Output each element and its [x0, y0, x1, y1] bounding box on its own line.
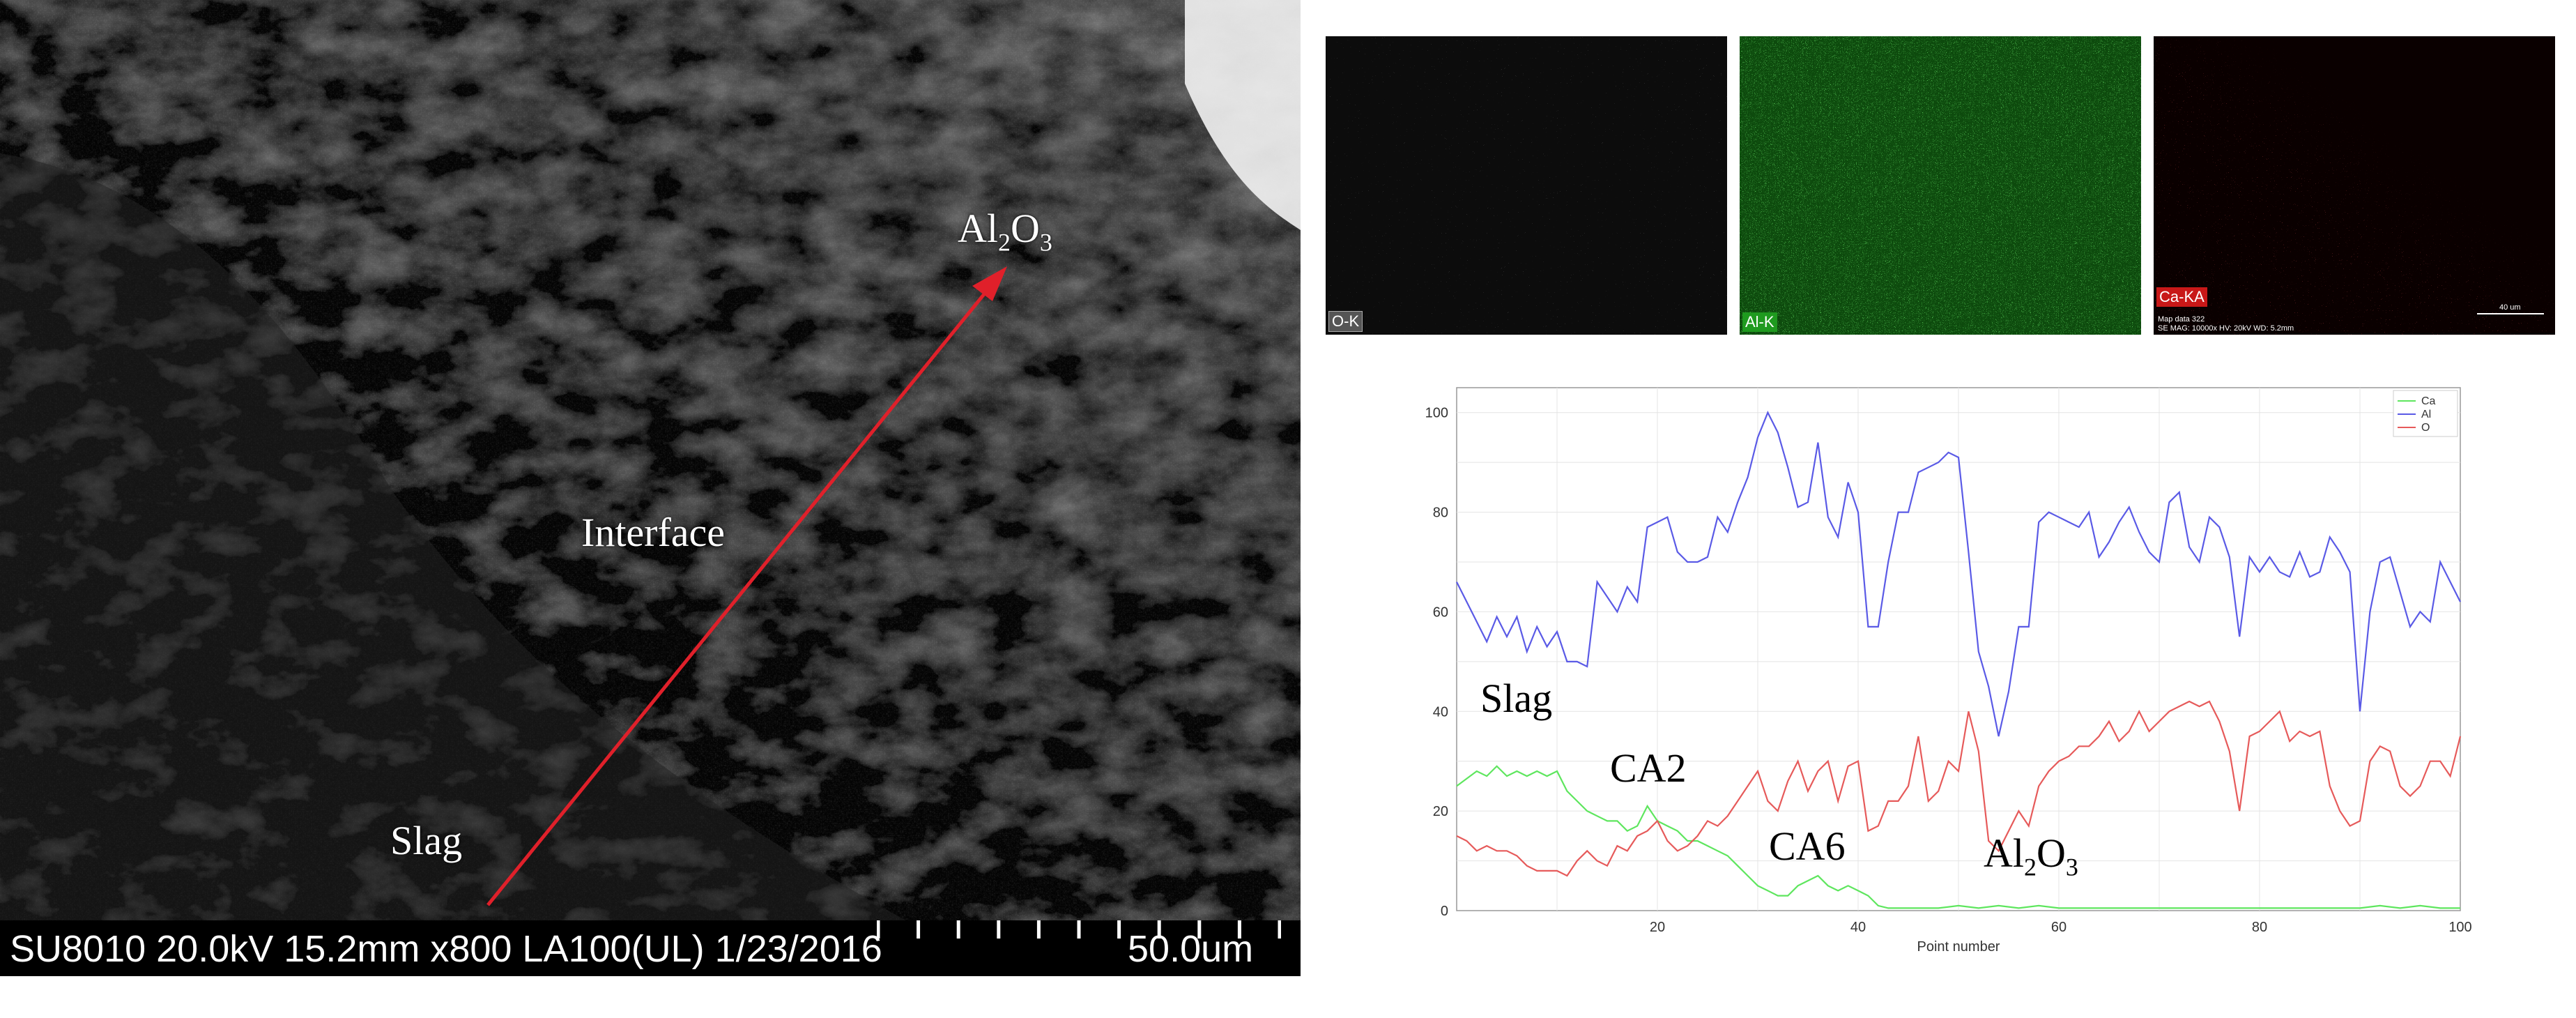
y-tick-label: 0: [1441, 904, 1448, 919]
line-scan-plot: 20 40 60 80 100 0 20 40 60 80 100 Point number Ca Al O: [1425, 387, 2472, 955]
y-tick-label: 80: [1433, 506, 1448, 521]
legend-label: O: [2421, 422, 2430, 434]
eds-map-oxygen: O-K: [1326, 36, 1727, 335]
map-meta-line2: SE MAG: 10000x HV: 20kV WD: 5.2mm: [2158, 324, 2294, 333]
x-tick-label: 20: [1650, 920, 1665, 935]
series-line-o: [1456, 700, 2462, 877]
map-scale-label: 40 um: [2499, 303, 2521, 312]
legend-label: Al: [2421, 409, 2431, 420]
label-slag: Slag: [390, 818, 463, 863]
map-tag-aluminum: Al-K: [1742, 312, 1777, 332]
x-tick-label: 100: [2448, 920, 2471, 935]
oxygen-dot-map: [1326, 36, 1727, 335]
series-line-ca: [1456, 765, 2460, 909]
sem-image-panel: Al2O3 Interface Slag SU8010 20.0kV 15.2m…: [0, 0, 1301, 976]
sem-scale-ticks: [877, 920, 1281, 939]
label-alumina: Al2O3: [958, 206, 1052, 257]
sem-acquisition-info: SU8010 20.0kV 15.2mm x800 LA100(UL) 1/23…: [10, 928, 882, 970]
line-scan-arrow: [486, 266, 1007, 906]
label-interface: Interface: [581, 510, 726, 555]
map-tag-oxygen: O-K: [1328, 311, 1363, 332]
series-line-al: [1456, 411, 2461, 737]
eds-map-aluminum: Al-K: [1740, 36, 2141, 335]
y-tick-label: 60: [1433, 605, 1448, 620]
eds-map-calcium: Ca-KA Map data 322 SE MAG: 10000x HV: 20…: [2154, 36, 2555, 335]
sem-scale-label: 50.0um: [1128, 928, 1254, 970]
annotation-ca6: CA6: [1769, 823, 1846, 869]
map-tag-calcium: Ca-KA: [2156, 287, 2207, 307]
y-tick-label: 100: [1425, 406, 1448, 421]
y-tick-label: 20: [1433, 804, 1448, 819]
sem-micrograph: [0, 0, 1301, 920]
annotation-alumina: Al2O3: [1984, 830, 2078, 881]
legend-label: Ca: [2421, 395, 2436, 407]
map-meta-line1: Map data 322: [2158, 315, 2205, 324]
line-scan-chart: 20 40 60 80 100 0 20 40 60 80 100 Point number Ca Al O…: [1366, 363, 2572, 1004]
x-tick-label: 80: [2252, 920, 2267, 935]
aluminum-dot-map: [1740, 36, 2141, 335]
y-tick-label: 40: [1433, 704, 1448, 720]
sem-info-bar: SU8010 20.0kV 15.2mm x800 LA100(UL) 1/23…: [0, 920, 1301, 976]
x-tick-label: 60: [2051, 920, 2067, 935]
x-tick-label: 40: [1850, 920, 1866, 935]
calcium-dot-map: [2154, 36, 2555, 335]
annotation-slag: Slag: [1480, 676, 1553, 721]
annotation-ca2: CA2: [1610, 745, 1687, 791]
x-axis-title: Point number: [1917, 939, 2000, 955]
